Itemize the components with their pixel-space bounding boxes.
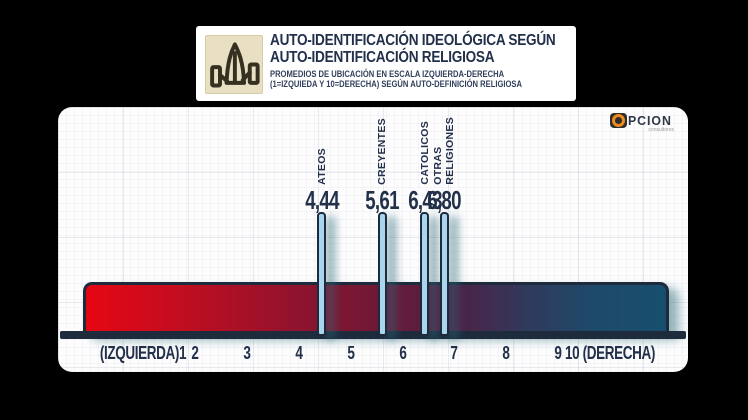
axis-tick: 9 — [554, 343, 562, 363]
header-card: AUTO-IDENTIFICACIÓN IDEOLÓGICA SEGÚN AUT… — [196, 26, 576, 101]
chart-subtitle-line2: (1=IZQUIEDA Y 10=DERECHA) SEGÚN AUTO-DEF… — [270, 79, 522, 90]
marker-value-label: 4,44 — [304, 185, 339, 215]
opcion-logo-text: PCION — [627, 113, 672, 128]
chart-subtitle-line1: PROMEDIOS DE UBICACIÓN EN ESCALA IZQUIER… — [270, 69, 505, 80]
marker-bar — [420, 212, 430, 336]
axis-tick: 5 — [347, 343, 355, 363]
axis-tick: 6 — [398, 343, 407, 363]
marker-category-label: CREYENTES — [376, 118, 389, 185]
marker-value-label: 6,43 — [408, 185, 442, 215]
marker-value-label: 6,80 — [427, 185, 461, 215]
marker-category-label: CATOLICOS — [418, 121, 431, 185]
marker-category-label: OTRAS RELIGIONES — [431, 117, 457, 185]
chart-title-line2: AUTO-IDENTIFICACIÓN RELIGIOSA — [270, 49, 495, 66]
ideology-gradient-bar — [83, 282, 669, 334]
orange-ring-icon — [611, 114, 625, 127]
opcion-logo: PCION consultores — [609, 113, 674, 133]
axis-tick: 8 — [502, 343, 510, 363]
opcion-logo-row: PCION — [609, 113, 674, 128]
marker-bar — [439, 212, 449, 336]
marker-bar — [377, 212, 387, 336]
opcion-logo-tagline: consultores — [648, 127, 674, 133]
axis-tick: 2 — [191, 343, 199, 363]
axis-tick: 10 (DERECHA) — [565, 343, 656, 363]
chart-title-line1: AUTO-IDENTIFICACIÓN IDEOLÓGICA SEGÚN — [270, 32, 556, 49]
marker-bar — [317, 212, 327, 336]
marker-value-label: 5,61 — [365, 185, 400, 215]
chart-panel: PCION consultores (IZQUIERDA)1 2 3 4 5 6 7 8 9 10… — [58, 107, 688, 372]
axis-tick: 3 — [243, 343, 251, 363]
praying-hands-icon — [205, 35, 263, 94]
axis-tick: 7 — [450, 343, 458, 363]
marker-category-label: ATEOS — [315, 148, 328, 185]
header-text-block: AUTO-IDENTIFICACIÓN IDEOLÓGICA SEGÚN AUT… — [270, 32, 570, 90]
axis-tick: 4 — [295, 343, 303, 363]
axis-tick: (IZQUIERDA)1 — [99, 343, 187, 363]
axis-baseline — [60, 331, 686, 339]
opcion-logo-o-icon — [609, 113, 627, 128]
